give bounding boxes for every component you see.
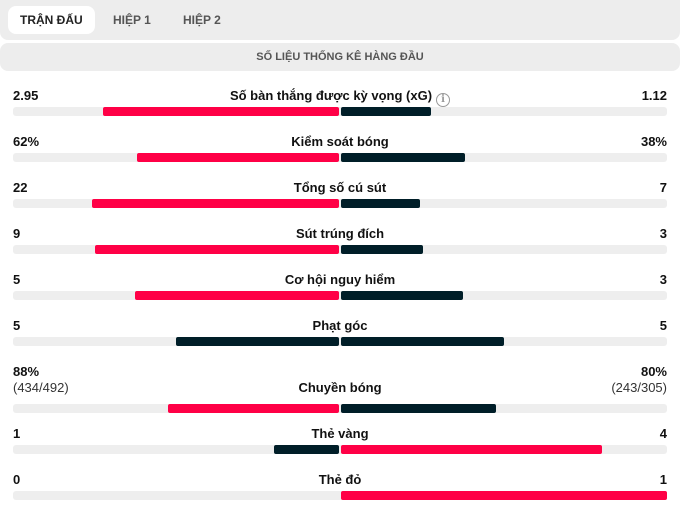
home-value: 9 (13, 226, 21, 241)
away-bar (341, 491, 667, 500)
period-tabs: TRẬN ĐẤU HIỆP 1 HIỆP 2 (0, 0, 680, 40)
home-value: 5 (13, 318, 21, 333)
home-bar (135, 291, 339, 300)
stat-label: Thẻ đỏ (318, 472, 362, 487)
home-bar (176, 337, 339, 346)
away-bar (341, 107, 431, 116)
home-bar (273, 445, 339, 454)
stat-label: Phạt góc (312, 318, 368, 333)
away-bar (341, 445, 602, 454)
tab-half-2[interactable]: HIỆP 2 (183, 13, 221, 27)
section-header: SỐ LIỆU THỐNG KÊ HÀNG ĐẦU (0, 43, 680, 71)
stat-label: Tổng số cú sút (293, 180, 387, 195)
stat-label: Sút trúng đích (295, 226, 385, 241)
home-value: 62% (13, 134, 40, 149)
stat-bar-track (13, 337, 667, 346)
info-icon[interactable]: i (436, 93, 451, 107)
away-value: 80% (243/305) (611, 364, 667, 395)
home-bar (102, 107, 339, 116)
stat-label: Cơ hội nguy hiểm (284, 272, 396, 287)
tab-match[interactable]: TRẬN ĐẤU (8, 6, 95, 34)
away-value: 5 (659, 318, 667, 333)
home-value: 0 (13, 472, 21, 487)
away-bar (341, 404, 497, 413)
stat-bar-track (13, 445, 667, 454)
stat-bar-track (13, 107, 667, 116)
stat-label: Số bàn thắng được kỳ vọng (xG) i (0, 88, 680, 107)
stat-bar-track (13, 245, 667, 254)
home-value: 88% (434/492) (13, 364, 69, 395)
home-bar (168, 404, 339, 413)
away-value: 4 (659, 426, 667, 441)
away-bar (341, 337, 504, 346)
home-bar (94, 245, 339, 254)
away-bar (341, 199, 420, 208)
away-value: 38% (640, 134, 667, 149)
away-value: 1 (659, 472, 667, 487)
home-value: 22 (13, 180, 28, 195)
away-bar (341, 291, 464, 300)
stat-bar-track (13, 199, 667, 208)
away-value: 3 (659, 272, 667, 287)
home-bar (91, 199, 339, 208)
away-value: 7 (659, 180, 667, 195)
stat-bar-track (13, 153, 667, 162)
away-value: 3 (659, 226, 667, 241)
stat-bar-track (13, 491, 667, 500)
away-bar (341, 245, 423, 254)
stat-label: Thẻ vàng (311, 426, 369, 441)
tab-half-1[interactable]: HIỆP 1 (113, 13, 151, 27)
away-bar (341, 153, 465, 162)
away-value: 1.12 (641, 88, 667, 103)
home-value: 2.95 (13, 88, 39, 103)
stat-bar-track (13, 404, 667, 413)
stat-bar-track (13, 291, 667, 300)
stat-label: Chuyền bóng (298, 380, 382, 395)
stat-label: Kiểm soát bóng (291, 134, 389, 149)
home-value: 5 (13, 272, 21, 287)
home-value: 1 (13, 426, 21, 441)
home-bar (136, 153, 339, 162)
